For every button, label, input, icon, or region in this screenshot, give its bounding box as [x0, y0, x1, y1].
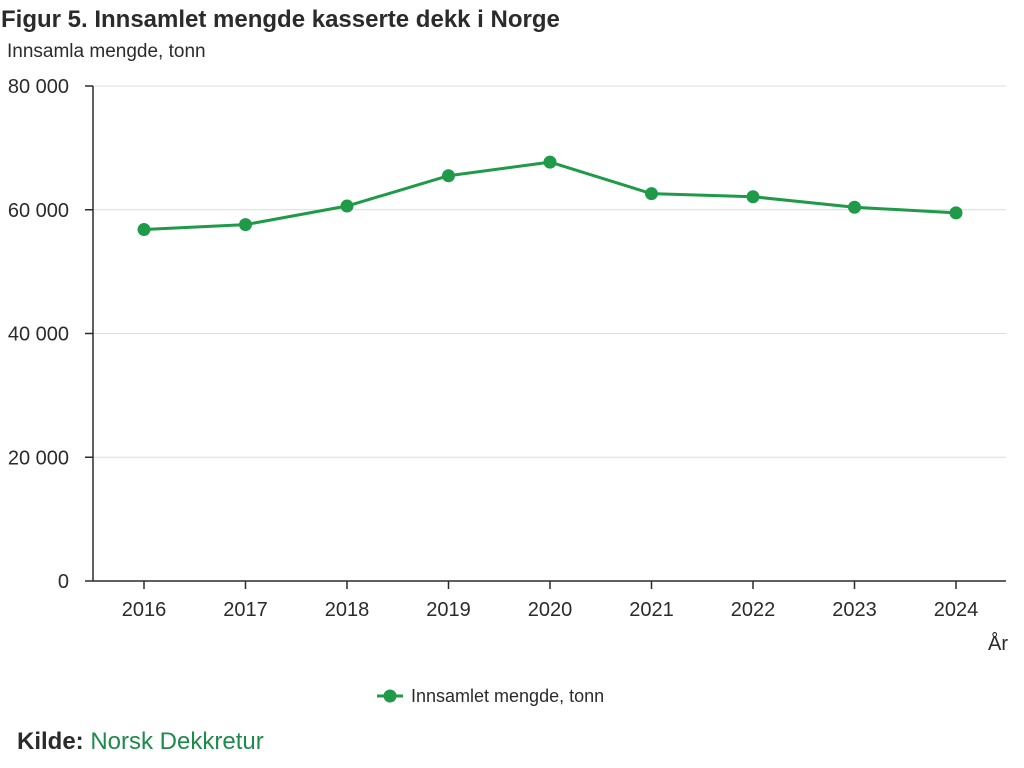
x-axis-title: År: [988, 632, 1008, 655]
x-tick-label: 2020: [528, 599, 573, 621]
data-point: [645, 187, 658, 201]
x-tick-label: 2017: [223, 599, 268, 621]
y-tick-label: 80 000: [8, 76, 69, 98]
data-point: [137, 223, 151, 237]
source-link[interactable]: Norsk Dekkretur: [90, 728, 264, 755]
line-chart: 0 20 000 40 000 60 000 80 000 2016 2017 2018 201…: [8, 76, 1009, 706]
data-point: [949, 206, 963, 220]
legend-label: Innsamlet mengde, tonn: [411, 686, 604, 706]
series-line: [142, 160, 958, 232]
source-note: Kilde: Norsk Dekkretur: [17, 728, 264, 756]
data-point: [848, 200, 861, 214]
data-point: [543, 155, 557, 169]
data-point: [239, 218, 252, 232]
y-tick-label: 40 000: [8, 324, 69, 346]
y-tick-label: 60 000: [8, 200, 69, 222]
source-label: Kilde:: [17, 728, 84, 755]
x-tick-label: 2018: [325, 599, 370, 621]
data-point: [746, 190, 760, 204]
x-tick-label: 2023: [832, 599, 877, 621]
y-axis-title: Innsamla mengde, tonn: [7, 41, 206, 62]
x-tick-label: 2016: [122, 599, 167, 621]
x-tick-label: 2019: [426, 599, 471, 621]
x-tick-label: 2024: [934, 599, 979, 621]
x-tick-label: 2022: [731, 599, 776, 621]
data-point: [442, 169, 455, 183]
y-tick-label: 20 000: [8, 447, 69, 469]
data-point: [340, 199, 354, 213]
chart-title: Figur 5. Innsamlet mengde kasserte dekk …: [1, 6, 560, 33]
legend-swatch-marker: [383, 689, 397, 703]
x-tick-label: 2021: [629, 599, 674, 621]
y-tick-label: 0: [58, 571, 69, 593]
